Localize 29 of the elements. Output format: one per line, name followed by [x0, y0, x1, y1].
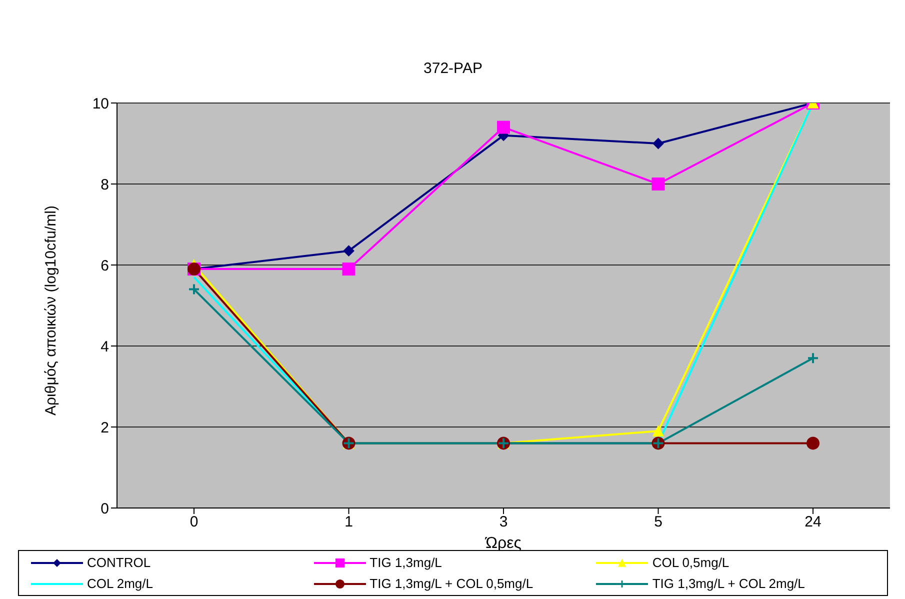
x-tick-label: 24 [804, 514, 822, 531]
point [652, 426, 664, 437]
x-tick-label: 3 [499, 514, 508, 531]
y-tick-label: 2 [100, 419, 109, 436]
y-tick-label: 8 [100, 176, 109, 194]
point [807, 352, 819, 364]
x-tick-label: 1 [344, 514, 353, 531]
point [806, 436, 820, 450]
y-tick-label: 0 [100, 500, 109, 518]
legend-label: TIG 1,3mg/L + COL 2mg/L [652, 576, 805, 591]
legend-label: TIG 1,3mg/L [370, 555, 442, 570]
point [188, 283, 200, 296]
x-tick-label: 0 [190, 514, 198, 531]
y-tick-label: 6 [100, 257, 109, 274]
y-axis-title: Αριθμός αποικιών (log10cfu/ml) [42, 206, 60, 416]
y-tick-label: 4 [100, 338, 109, 356]
legend-label: CONTROL [87, 555, 151, 570]
point [652, 178, 665, 190]
point [343, 245, 354, 256]
y-tick-label: 10 [92, 95, 109, 112]
point [497, 120, 510, 134]
legend-label: COL 2mg/L [87, 576, 153, 591]
x-tick-label: 5 [654, 514, 662, 531]
point [342, 262, 356, 276]
chart-title: 372-PAP [422, 60, 484, 77]
point [652, 138, 664, 149]
legend-label: COL 0,5mg/L [652, 555, 730, 570]
x-axis-title: Ώρες [484, 535, 522, 552]
legend-label: TIG 1,3mg/L + COL 0,5mg/L [370, 576, 534, 591]
